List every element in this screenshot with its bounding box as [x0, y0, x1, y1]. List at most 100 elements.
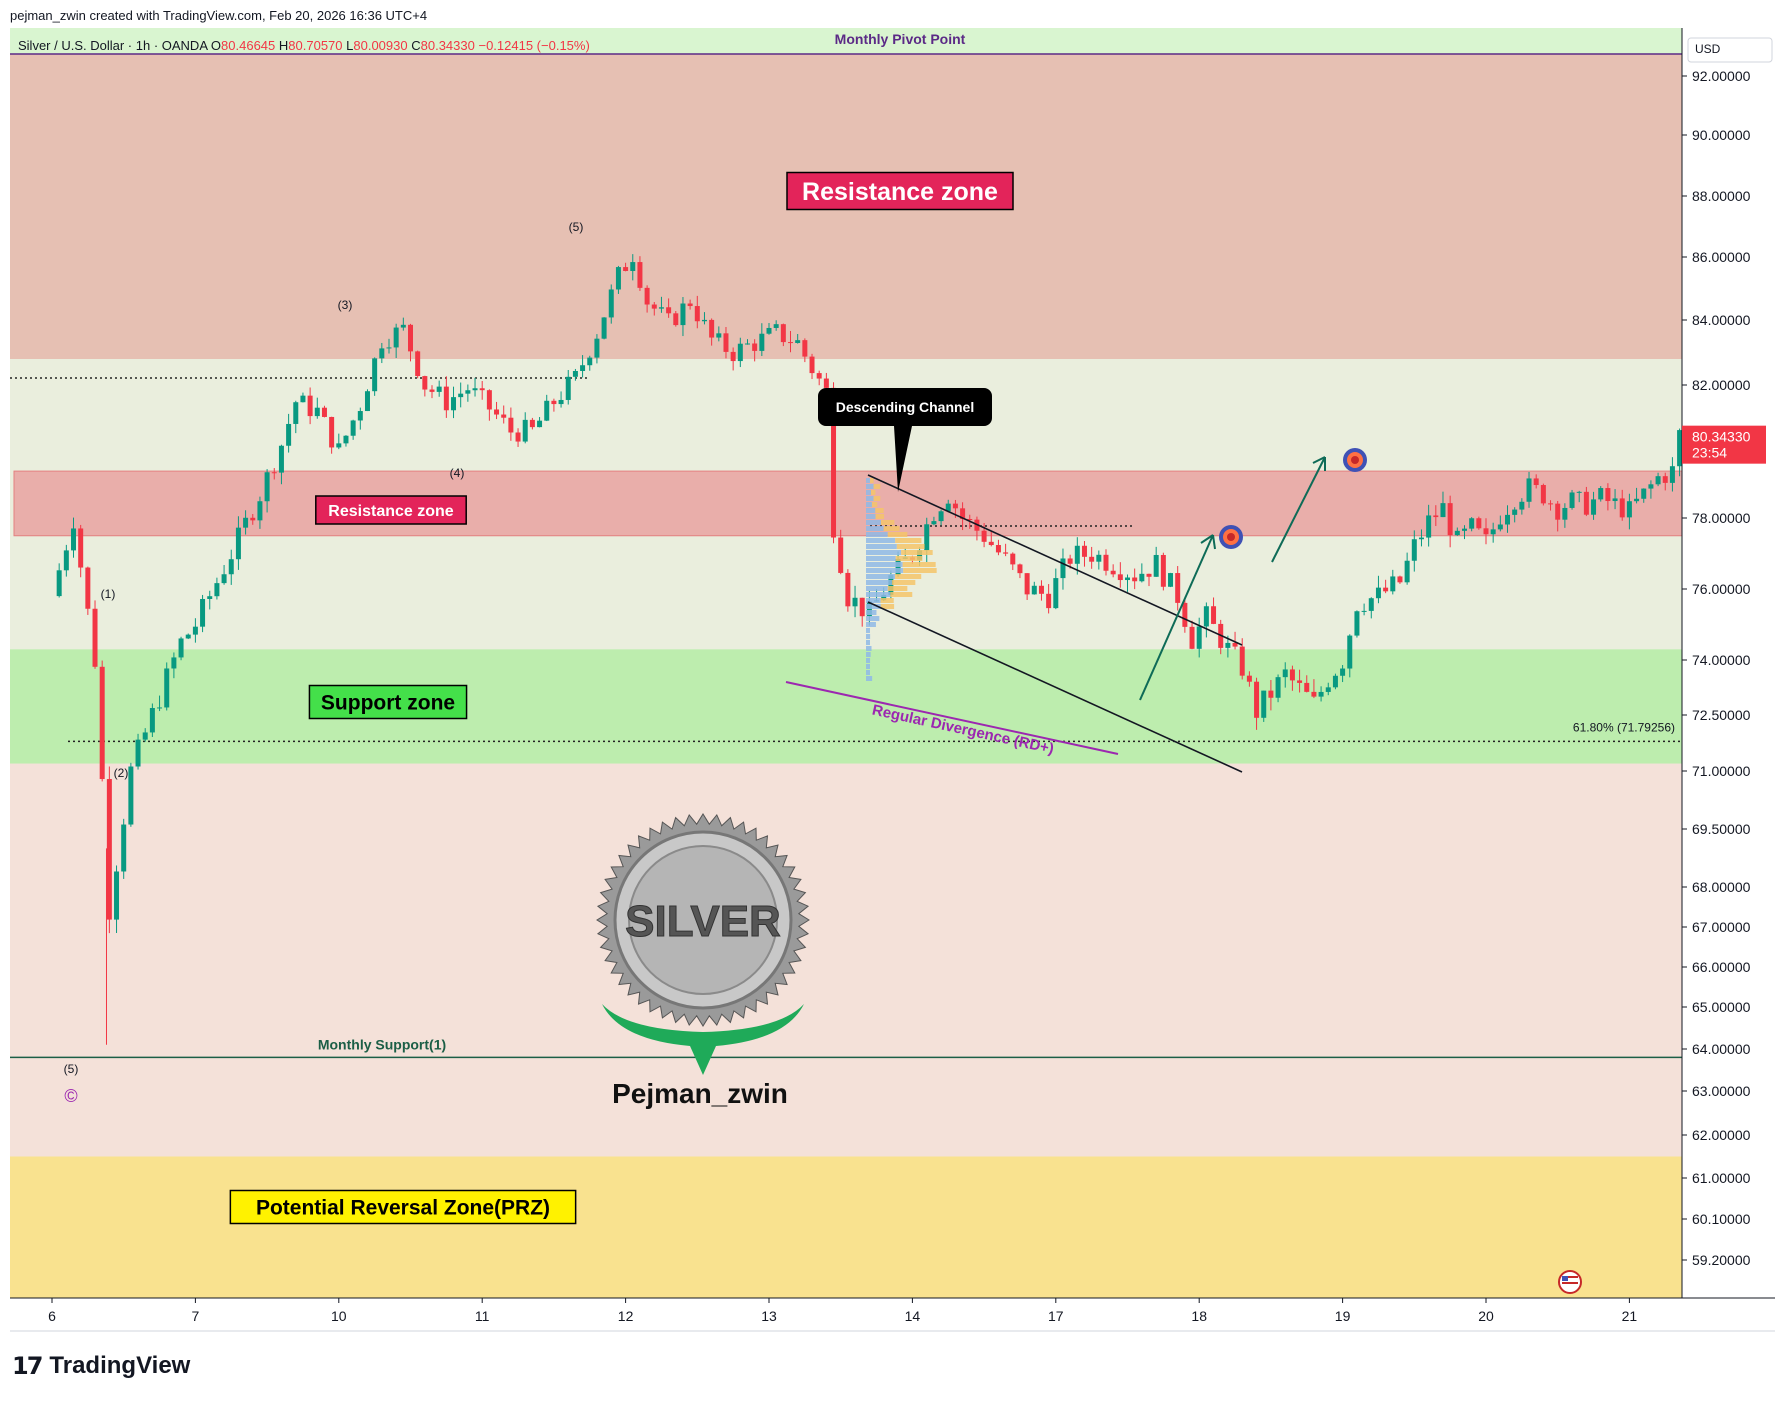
target-icon [1219, 525, 1243, 549]
candle-body [1426, 515, 1432, 538]
candle-body [673, 313, 679, 326]
tradingview-footer-logo[interactable]: 17 TradingView [12, 1352, 190, 1380]
fib-level-label: 61.80% (71.79256) [1573, 720, 1675, 734]
currency-button[interactable] [1687, 37, 1773, 63]
candle-body [1626, 501, 1632, 518]
candle-body [472, 388, 478, 391]
channel-upper-line [867, 474, 1243, 646]
volume-profile-bar [866, 562, 903, 567]
price-axis-tick-label: 64.00000 [1692, 1041, 1751, 1057]
volume-profile-bar [866, 478, 870, 483]
candle-body [960, 508, 966, 519]
price-axis-tick-label: 63.00000 [1692, 1083, 1751, 1099]
wave-label: (2) [114, 766, 129, 780]
projection-arrows [1139, 456, 1326, 701]
time-axis-tick-label: 20 [1478, 1308, 1494, 1324]
candle-body [1347, 635, 1353, 669]
candle-body [1024, 573, 1030, 595]
candle-body [1103, 554, 1109, 571]
ohlc-legend-part: 80.00930 [353, 38, 407, 53]
candle-body [243, 517, 249, 528]
candle-body [1591, 499, 1597, 515]
candle-body [307, 395, 313, 417]
candle-body [293, 402, 299, 424]
volume-profile-bar [870, 478, 874, 483]
candle-body [1469, 518, 1475, 529]
candle-body [1332, 675, 1338, 688]
candle-body [630, 262, 636, 271]
price-tag-box [1682, 425, 1766, 464]
candle-body [572, 370, 578, 377]
price-axis-tick-label: 68.00000 [1692, 879, 1751, 895]
candle-body [278, 445, 284, 473]
time-axis[interactable]: 6 7 10 11 12 13 14 17 18 19 20 21 [10, 1297, 1775, 1332]
zones-layer [10, 28, 1683, 1298]
target-ring-inner [1351, 456, 1359, 464]
candle-body [845, 572, 851, 607]
volume-profile-bar [871, 502, 878, 507]
candle-body [1497, 524, 1503, 530]
candle-body [250, 517, 256, 521]
volume-profile-bar [866, 586, 888, 591]
candle-body [171, 657, 177, 669]
wave-label: (1) [101, 587, 116, 601]
candle-body [709, 319, 715, 338]
volume-profile-bar [895, 556, 923, 561]
candle-body [350, 420, 356, 436]
resistance-zone-big-label: Resistance zone [786, 171, 1014, 211]
us-flag-icon[interactable] [1558, 1270, 1582, 1294]
candle-body [286, 423, 292, 446]
candle-body [1340, 668, 1346, 676]
ohlc-legend-part: C [411, 38, 420, 53]
volume-profile-bar [890, 592, 913, 597]
candle-body [415, 351, 421, 377]
candle-body [888, 575, 894, 595]
price-axis-tick-label: 88.00000 [1692, 188, 1751, 204]
flag-stripe [1562, 1282, 1578, 1284]
candle-body [1390, 576, 1396, 592]
candle-body [730, 351, 736, 362]
time-axis-tick-label: 12 [618, 1308, 634, 1324]
candle-body [1404, 560, 1410, 583]
volume-profile-bar [866, 634, 871, 639]
volume-profile-bar [866, 550, 902, 555]
candle-body [895, 558, 901, 576]
candle-body [479, 388, 485, 391]
candle-body [1132, 577, 1138, 582]
candle-body [680, 303, 686, 326]
price-axis[interactable]: USD 92.00000 90.00000 88.00000 86.00000 84.00… [1681, 28, 1775, 1298]
candle-body [580, 365, 586, 371]
candle-body [1153, 554, 1159, 577]
candle-body [1046, 593, 1052, 609]
prz-label-box [229, 1189, 577, 1225]
candle-body [744, 343, 750, 345]
candle-body [637, 262, 643, 288]
candle-body [558, 399, 564, 405]
wave-label: (5) [569, 220, 584, 234]
candle-body [1454, 530, 1460, 536]
candle-body [795, 340, 801, 343]
resistance-zone-big-label-text: Resistance zone [802, 178, 998, 206]
candle-body [1038, 585, 1044, 594]
price-axis-tick-label: 92.00000 [1692, 68, 1751, 84]
ohlc-legend-part: −0.12415 (−0.15%) [478, 38, 589, 53]
candle-body [788, 342, 794, 344]
candle-body [486, 390, 492, 410]
candle-body [451, 397, 457, 411]
signature-text: Pejman_zwin [612, 1078, 788, 1109]
prz-zone [10, 1156, 1682, 1298]
candle-body [759, 333, 765, 351]
candle-body [1375, 587, 1381, 599]
candle-body [917, 550, 923, 560]
candle-body [1261, 690, 1267, 718]
candle-body [773, 324, 779, 328]
candle-body [1526, 478, 1532, 502]
candle-body [852, 597, 858, 607]
candle-body [1634, 498, 1640, 502]
candle-body [1476, 518, 1482, 529]
candle-body [658, 307, 664, 309]
price-axis-tick-label: 62.00000 [1692, 1127, 1751, 1143]
candle-body [357, 411, 363, 421]
candle-body [1677, 430, 1683, 467]
